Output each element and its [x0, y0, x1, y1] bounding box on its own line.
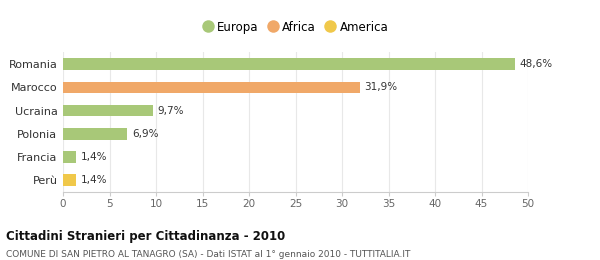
Text: 48,6%: 48,6% — [520, 59, 553, 69]
Text: 6,9%: 6,9% — [132, 129, 158, 139]
Bar — [63, 151, 76, 163]
Text: COMUNE DI SAN PIETRO AL TANAGRO (SA) - Dati ISTAT al 1° gennaio 2010 - TUTTITALI: COMUNE DI SAN PIETRO AL TANAGRO (SA) - D… — [6, 250, 410, 259]
Bar — [63, 128, 127, 140]
Legend: Europa, Africa, America: Europa, Africa, America — [198, 16, 393, 38]
Bar — [63, 105, 153, 116]
Text: Cittadini Stranieri per Cittadinanza - 2010: Cittadini Stranieri per Cittadinanza - 2… — [6, 230, 285, 243]
Text: 1,4%: 1,4% — [80, 152, 107, 162]
Text: 31,9%: 31,9% — [364, 82, 397, 92]
Text: 1,4%: 1,4% — [80, 175, 107, 185]
Text: 9,7%: 9,7% — [158, 106, 184, 116]
Bar — [63, 58, 515, 70]
Bar — [63, 82, 359, 93]
Bar — [63, 174, 76, 186]
